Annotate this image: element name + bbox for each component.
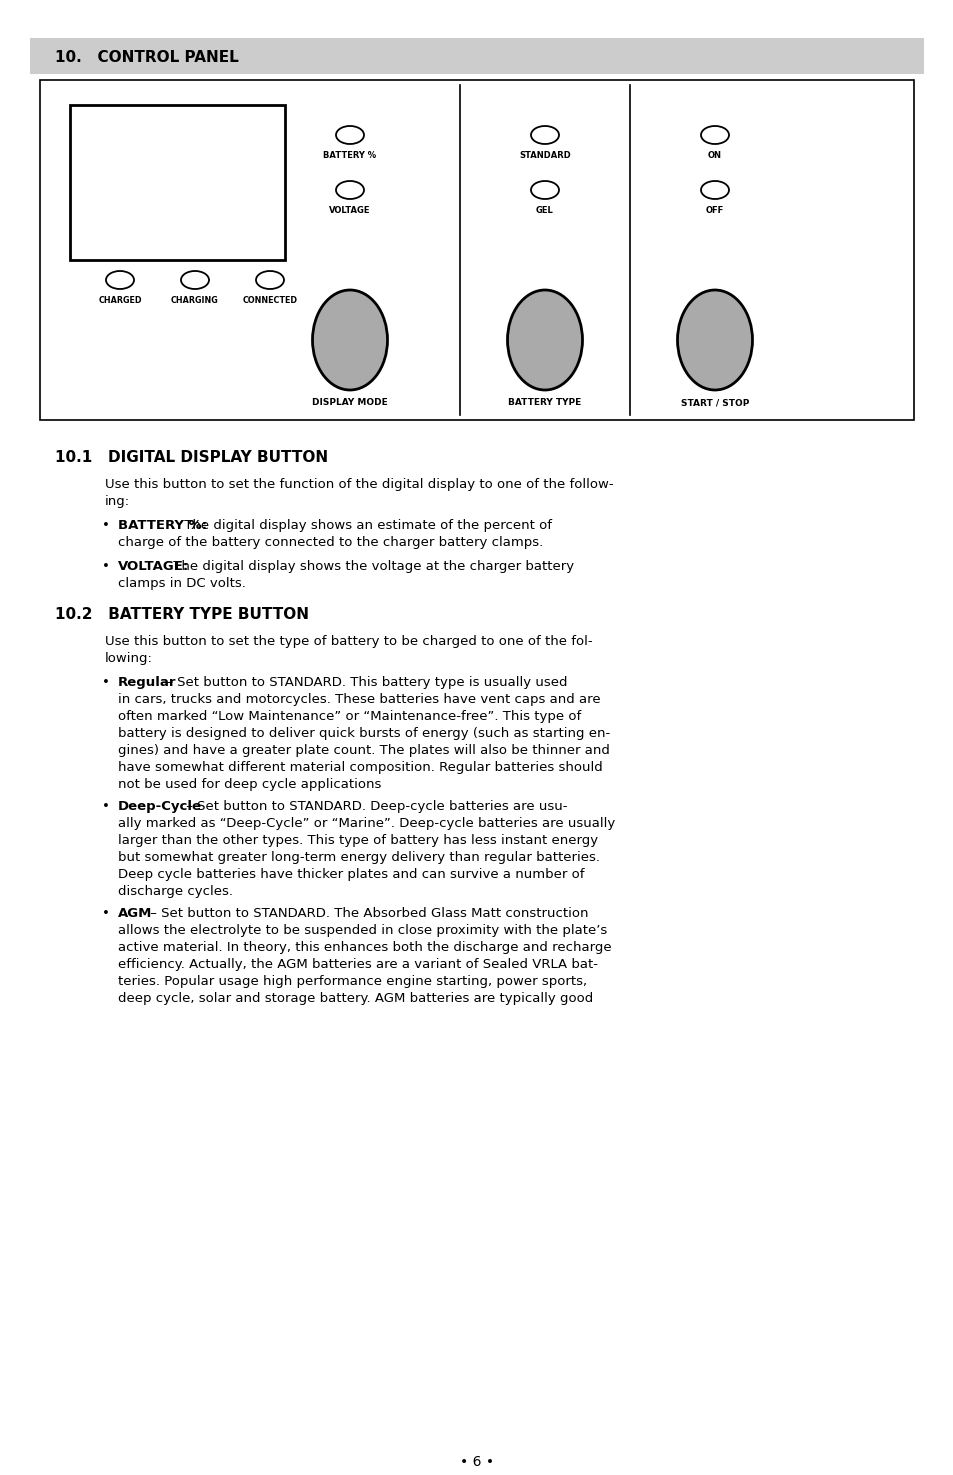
Text: – Set button to STANDARD. The Absorbed Glass Matt construction: – Set button to STANDARD. The Absorbed G… [146,907,588,920]
Ellipse shape [181,271,209,289]
Text: larger than the other types. This type of battery has less instant energy: larger than the other types. This type o… [118,833,598,847]
Ellipse shape [255,271,284,289]
Text: discharge cycles.: discharge cycles. [118,885,233,898]
Text: •: • [102,519,110,532]
Text: The digital display shows the voltage at the charger battery: The digital display shows the voltage at… [169,560,574,572]
Text: •: • [102,560,110,572]
Text: – Set button to STANDARD. This battery type is usually used: – Set button to STANDARD. This battery t… [162,676,567,689]
Text: OFF: OFF [705,207,723,215]
Ellipse shape [313,291,387,389]
Text: BATTERY TYPE: BATTERY TYPE [508,398,581,407]
Text: ON: ON [707,150,721,159]
Ellipse shape [335,125,364,145]
Text: 10.   CONTROL PANEL: 10. CONTROL PANEL [55,50,238,65]
Text: allows the electrolyte to be suspended in close proximity with the plate’s: allows the electrolyte to be suspended i… [118,923,607,937]
Ellipse shape [531,181,558,199]
Text: deep cycle, solar and storage battery. AGM batteries are typically good: deep cycle, solar and storage battery. A… [118,993,593,1004]
Text: •: • [102,676,110,689]
Text: have somewhat different material composition. Regular batteries should: have somewhat different material composi… [118,761,602,774]
Text: CHARGING: CHARGING [171,296,218,305]
Text: 10.1   DIGITAL DISPLAY BUTTON: 10.1 DIGITAL DISPLAY BUTTON [55,450,328,465]
Text: gines) and have a greater plate count. The plates will also be thinner and: gines) and have a greater plate count. T… [118,743,609,757]
Text: in cars, trucks and motorcycles. These batteries have vent caps and are: in cars, trucks and motorcycles. These b… [118,693,600,707]
Ellipse shape [106,271,133,289]
Text: VOLTAGE:: VOLTAGE: [118,560,189,572]
Text: Deep-Cycle: Deep-Cycle [118,799,202,813]
Text: VOLTAGE: VOLTAGE [329,207,371,215]
Ellipse shape [700,125,728,145]
Text: • 6 •: • 6 • [459,1454,494,1469]
Text: charge of the battery connected to the charger battery clamps.: charge of the battery connected to the c… [118,535,542,549]
Text: often marked “Low Maintenance” or “Maintenance-free”. This type of: often marked “Low Maintenance” or “Maint… [118,709,580,723]
Text: Regular: Regular [118,676,176,689]
Text: not be used for deep cycle applications: not be used for deep cycle applications [118,777,381,791]
Text: ing:: ing: [105,496,130,507]
Text: BATTERY %: BATTERY % [323,150,376,159]
Ellipse shape [531,125,558,145]
Text: STANDARD: STANDARD [518,150,570,159]
Text: active material. In theory, this enhances both the discharge and recharge: active material. In theory, this enhance… [118,941,611,954]
Text: 10.2   BATTERY TYPE BUTTON: 10.2 BATTERY TYPE BUTTON [55,608,309,622]
Text: •: • [102,907,110,920]
Ellipse shape [507,291,582,389]
Text: The digital display shows an estimate of the percent of: The digital display shows an estimate of… [180,519,552,532]
Text: CONNECTED: CONNECTED [242,296,297,305]
Text: – Set button to STANDARD. Deep-cycle batteries are usu-: – Set button to STANDARD. Deep-cycle bat… [182,799,567,813]
Text: AGM: AGM [118,907,152,920]
Ellipse shape [335,181,364,199]
Text: battery is designed to deliver quick bursts of energy (such as starting en-: battery is designed to deliver quick bur… [118,727,610,740]
Text: •: • [102,799,110,813]
Text: efficiency. Actually, the AGM batteries are a variant of Sealed VRLA bat-: efficiency. Actually, the AGM batteries … [118,957,598,971]
Text: BATTERY %:: BATTERY %: [118,519,207,532]
Bar [30,38,923,74]
Text: Use this button to set the function of the digital display to one of the follow-: Use this button to set the function of t… [105,478,613,491]
Text: clamps in DC volts.: clamps in DC volts. [118,577,246,590]
Text: ally marked as “Deep-Cycle” or “Marine”. Deep-cycle batteries are usually: ally marked as “Deep-Cycle” or “Marine”.… [118,817,615,830]
Ellipse shape [677,291,752,389]
Text: teries. Popular usage high performance engine starting, power sports,: teries. Popular usage high performance e… [118,975,586,988]
Text: Deep cycle batteries have thicker plates and can survive a number of: Deep cycle batteries have thicker plates… [118,867,584,881]
Text: CHARGED: CHARGED [98,296,142,305]
Text: Use this button to set the type of battery to be charged to one of the fol-: Use this button to set the type of batte… [105,636,592,648]
Bar [70,105,285,260]
Text: but somewhat greater long-term energy delivery than regular batteries.: but somewhat greater long-term energy de… [118,851,599,864]
Text: START / STOP: START / STOP [680,398,748,407]
Bar [40,80,913,420]
Text: GEL: GEL [536,207,554,215]
Text: lowing:: lowing: [105,652,152,665]
Ellipse shape [700,181,728,199]
Text: DISPLAY MODE: DISPLAY MODE [312,398,388,407]
